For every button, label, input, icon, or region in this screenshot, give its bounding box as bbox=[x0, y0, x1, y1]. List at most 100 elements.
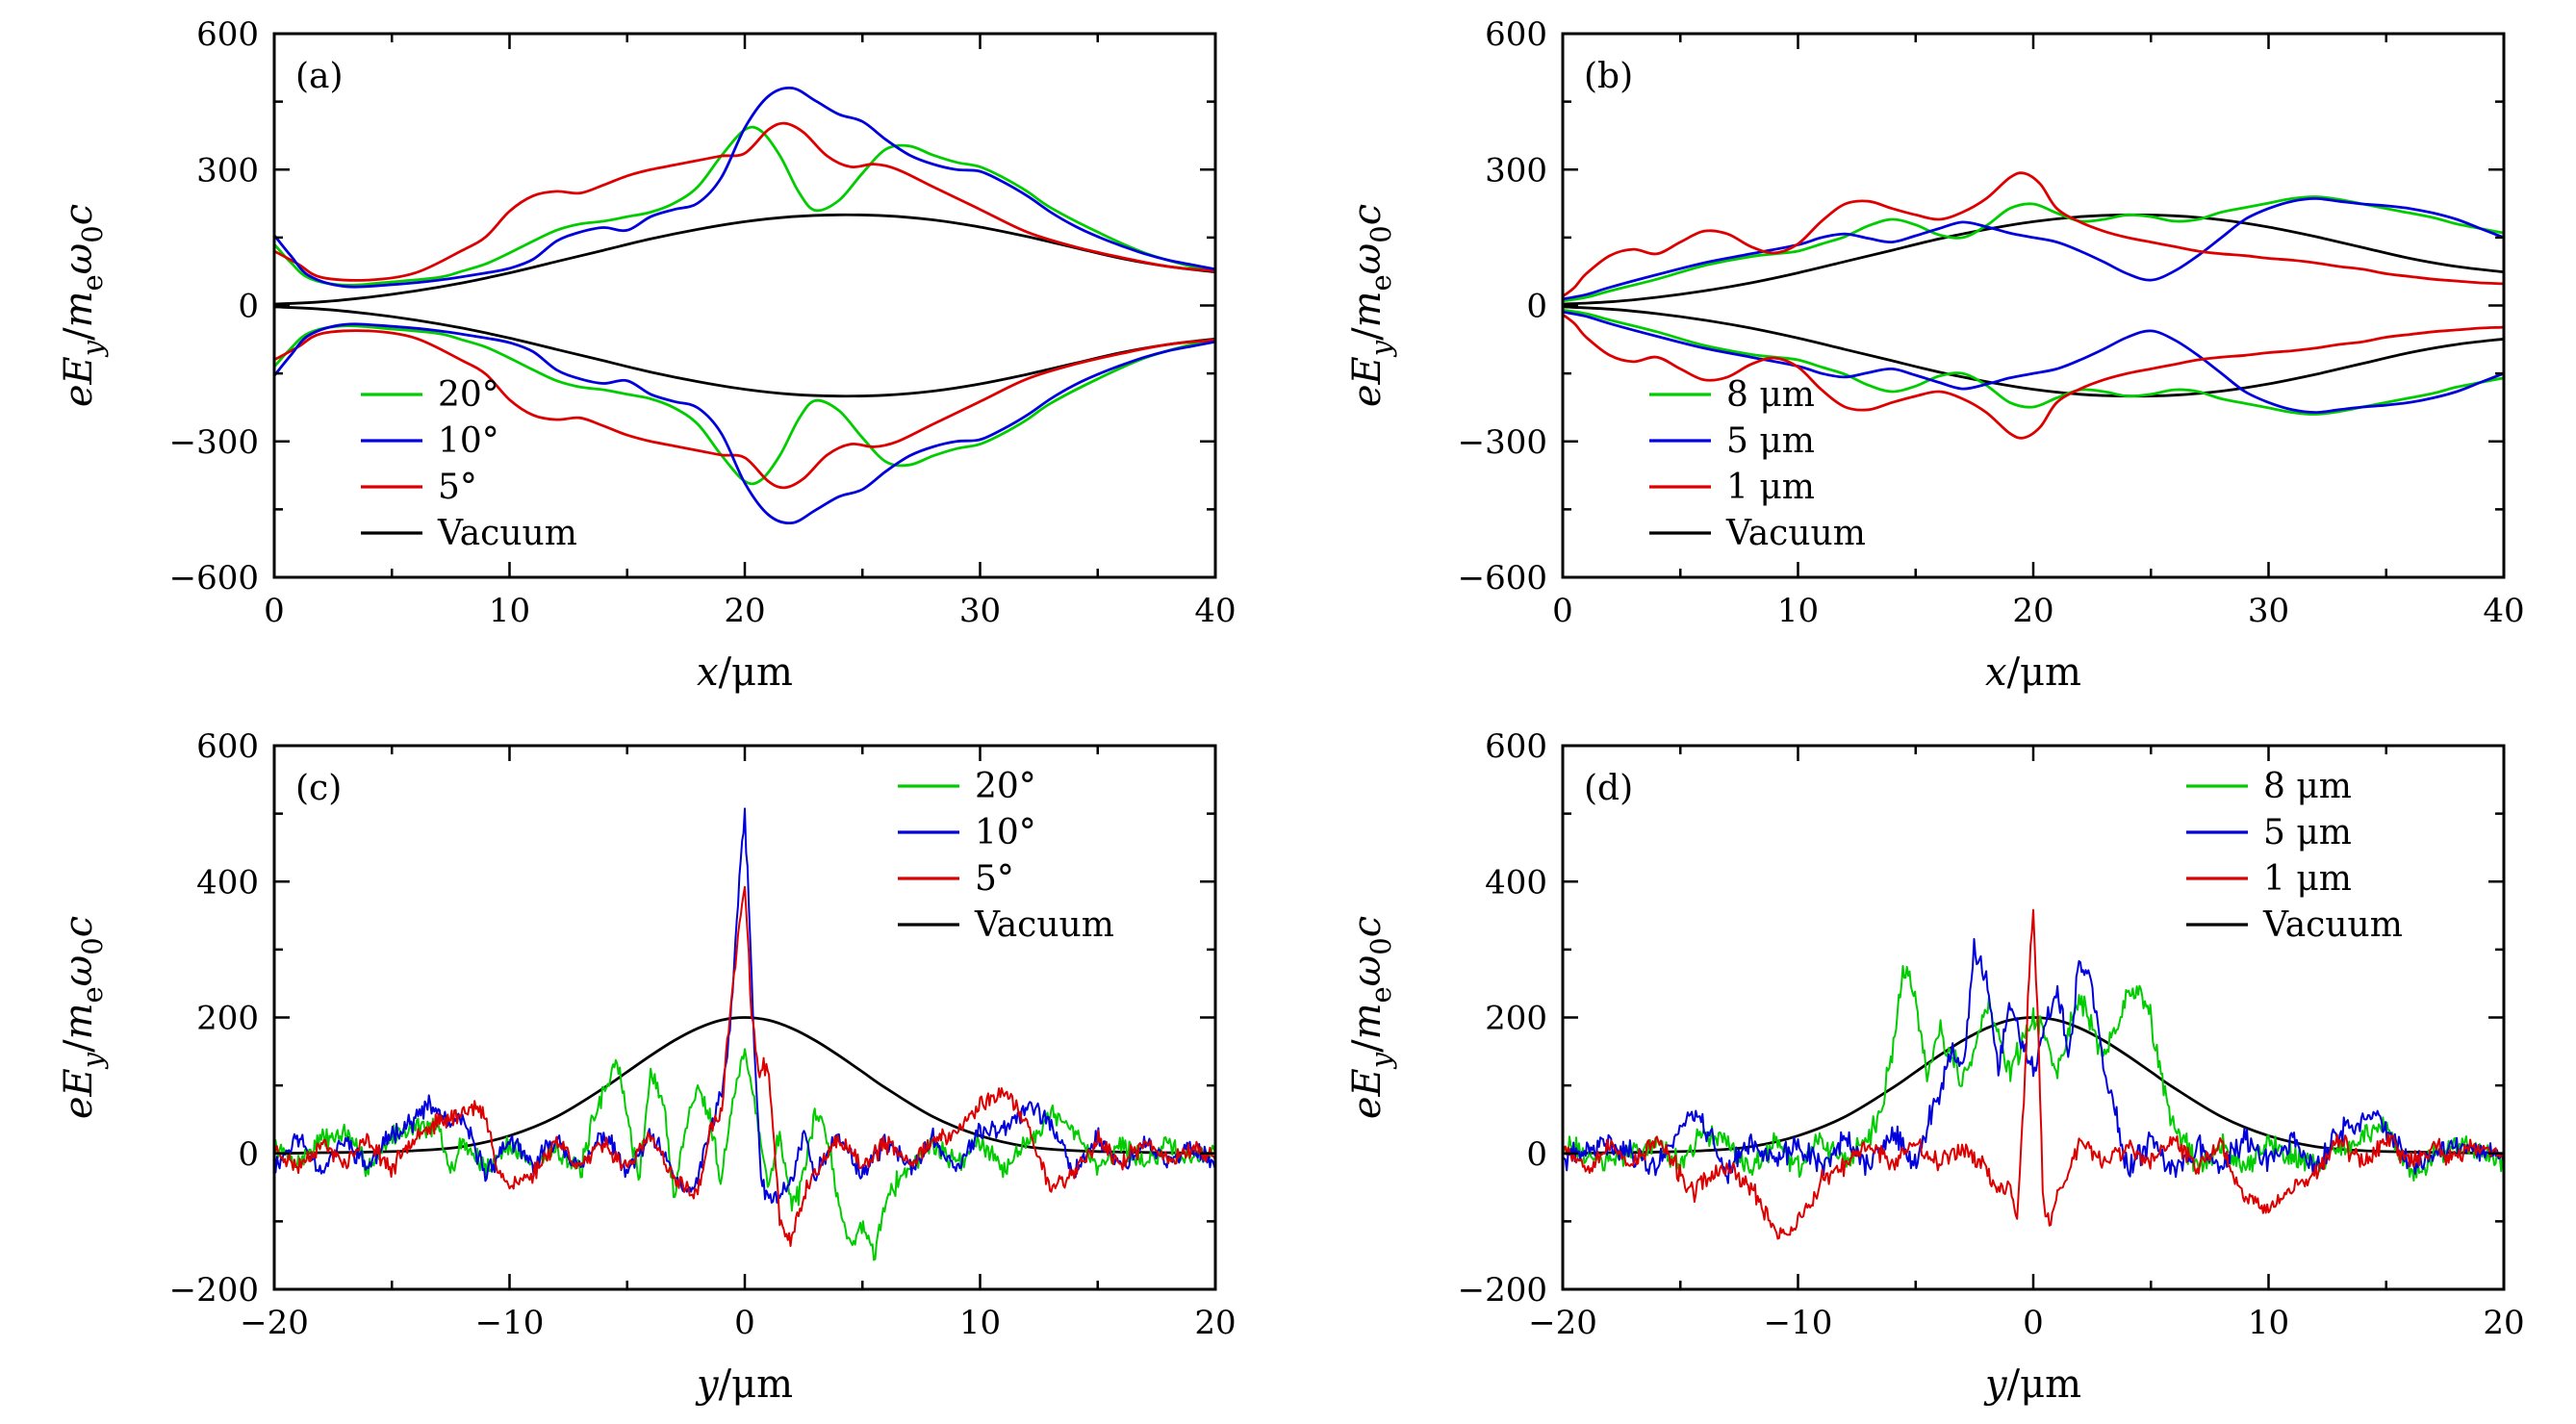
legend-label-vacuum: Vacuum bbox=[974, 905, 1114, 945]
legend-label-1-m: 1 μm bbox=[1726, 468, 1815, 507]
y-tick-label: −600 bbox=[169, 559, 259, 598]
legend-label-20: 20° bbox=[975, 767, 1036, 806]
x-tick-label: 20 bbox=[2012, 592, 2053, 630]
legend-label-10: 10° bbox=[438, 421, 499, 461]
x-tick-label: 0 bbox=[734, 1304, 755, 1342]
x-tick-label: 20 bbox=[724, 592, 765, 630]
series-5um-lower bbox=[1563, 310, 2504, 414]
chart-panel-a: 0 10 20 30 40 −600 −300 0 300 600 x/μm eEy/meω0c (a)… bbox=[0, 0, 1288, 712]
series-5deg bbox=[274, 885, 1215, 1247]
legend: 20° 10° 5° Vacuum bbox=[898, 767, 1114, 945]
chart-panel-c: −20 −10 0 10 20 −200 0 200 400 600 y/μm eEy/meω0c (c… bbox=[0, 712, 1288, 1424]
series-1um bbox=[1563, 908, 2504, 1240]
legend: 8 μm 5 μm 1 μm Vacuum bbox=[1649, 375, 1866, 553]
y-tick-label: −300 bbox=[169, 423, 259, 462]
x-tick-label: −20 bbox=[240, 1304, 309, 1342]
y-tick-label: 200 bbox=[1485, 1000, 1547, 1038]
y-tick-label: 400 bbox=[1485, 863, 1547, 902]
y-tick-label: 0 bbox=[238, 288, 259, 326]
series-5deg-lower bbox=[274, 329, 1215, 490]
y-tick-label: 0 bbox=[1526, 1135, 1547, 1174]
series-5um bbox=[1563, 937, 2504, 1184]
x-tick-label: 20 bbox=[1194, 1304, 1236, 1342]
chart-svg-b: 0 10 20 30 40 −600 −300 0 300 600 x/μm eEy/meω0c (b)… bbox=[1345, 15, 2525, 695]
panel-letter: (c) bbox=[295, 769, 342, 808]
x-axis-label: y/μm bbox=[695, 1362, 793, 1407]
series-vacuum-lower bbox=[1563, 305, 2504, 398]
x-tick-label: 20 bbox=[2483, 1304, 2524, 1342]
x-tick-label: 10 bbox=[489, 592, 530, 630]
y-tick-label: 300 bbox=[196, 151, 259, 190]
x-tick-label: 0 bbox=[264, 592, 285, 630]
legend-label-20: 20° bbox=[438, 375, 499, 415]
legend-label-1-m: 1 μm bbox=[2263, 859, 2352, 899]
x-tick-label: 30 bbox=[959, 592, 1001, 630]
series-vacuum-lower bbox=[274, 305, 1215, 398]
legend-label-8-m: 8 μm bbox=[1726, 375, 1815, 415]
series-vacuum-upper bbox=[274, 213, 1215, 306]
y-tick-label: −300 bbox=[1458, 423, 1547, 462]
legend-label-5-m: 5 μm bbox=[2263, 813, 2352, 852]
series-8um bbox=[1563, 965, 2504, 1182]
legend: 8 μm 5 μm 1 μm Vacuum bbox=[2186, 767, 2403, 945]
series-vacuum-upper bbox=[1563, 213, 2504, 306]
x-tick-label: 40 bbox=[1194, 592, 1236, 630]
legend-label-vacuum: Vacuum bbox=[1725, 514, 1866, 553]
y-tick-label: 400 bbox=[196, 863, 259, 902]
x-tick-label: 0 bbox=[1552, 592, 1573, 630]
chart-panel-d: −20 −10 0 10 20 −200 0 200 400 600 y/μm eEy/meω0c (d… bbox=[1288, 712, 2576, 1424]
series-20deg-upper bbox=[274, 125, 1215, 287]
x-axis-label: x/μm bbox=[697, 650, 793, 695]
series-1um-upper bbox=[1563, 171, 2504, 298]
series-20deg bbox=[274, 1048, 1215, 1261]
chart-svg-c: −20 −10 0 10 20 −200 0 200 400 600 y/μm eEy/meω0c (c… bbox=[57, 727, 1237, 1407]
x-tick-label: 30 bbox=[2248, 592, 2289, 630]
x-axis-label: x/μm bbox=[1985, 650, 2081, 695]
y-tick-label: 600 bbox=[1485, 15, 1547, 54]
y-tick-label: 0 bbox=[238, 1135, 259, 1174]
series-10deg bbox=[274, 807, 1215, 1204]
y-tick-label: −200 bbox=[169, 1271, 259, 1310]
legend: 20° 10° 5° Vacuum bbox=[361, 375, 577, 553]
panel-letter: (b) bbox=[1584, 57, 1633, 96]
series-5um-upper bbox=[1563, 197, 2504, 301]
y-axis-label: eEy/meω0c bbox=[1345, 916, 1397, 1119]
series-1um-lower bbox=[1563, 313, 2504, 440]
panel-letter: (d) bbox=[1584, 769, 1633, 808]
axes-box bbox=[272, 32, 1217, 579]
y-tick-label: 200 bbox=[196, 1000, 259, 1038]
chart-svg-d: −20 −10 0 10 20 −200 0 200 400 600 y/μm eEy/meω0c (d… bbox=[1345, 727, 2525, 1407]
legend-label-8-m: 8 μm bbox=[2263, 767, 2352, 806]
x-tick-label: 0 bbox=[2023, 1304, 2044, 1342]
x-tick-label: 40 bbox=[2483, 592, 2524, 630]
chart-panel-b: 0 10 20 30 40 −600 −300 0 300 600 x/μm eEy/meω0c (b)… bbox=[1288, 0, 2576, 712]
y-tick-label: −600 bbox=[1458, 559, 1547, 598]
chart-svg-a: 0 10 20 30 40 −600 −300 0 300 600 x/μm eEy/meω0c (a)… bbox=[57, 15, 1237, 695]
x-tick-label: −10 bbox=[475, 1304, 545, 1342]
x-tick-label: 10 bbox=[2248, 1304, 2289, 1342]
y-tick-label: 0 bbox=[1526, 288, 1547, 326]
series-10deg-lower bbox=[274, 322, 1215, 525]
legend-label-5: 5° bbox=[438, 468, 477, 507]
legend-label-5: 5° bbox=[975, 859, 1014, 899]
y-tick-label: 600 bbox=[196, 15, 259, 54]
y-tick-label: 600 bbox=[1485, 727, 1547, 766]
series-5deg-upper bbox=[274, 121, 1215, 282]
series-vacuum bbox=[274, 1016, 1215, 1156]
y-axis-label: eEy/meω0c bbox=[57, 204, 109, 407]
y-axis-label: eEy/meω0c bbox=[57, 916, 109, 1119]
x-axis-label: y/μm bbox=[1983, 1362, 2081, 1407]
y-tick-label: 600 bbox=[196, 727, 259, 766]
y-axis-label: eEy/meω0c bbox=[1345, 204, 1397, 407]
x-tick-label: 10 bbox=[959, 1304, 1001, 1342]
x-tick-label: −20 bbox=[1528, 1304, 1597, 1342]
x-tick-label: −10 bbox=[1764, 1304, 1833, 1342]
legend-label-vacuum: Vacuum bbox=[437, 514, 577, 553]
axes-box bbox=[1561, 32, 2506, 579]
series-20deg-lower bbox=[274, 324, 1215, 486]
y-tick-label: −200 bbox=[1458, 1271, 1547, 1310]
x-tick-label: 10 bbox=[1777, 592, 1819, 630]
legend-label-5-m: 5 μm bbox=[1726, 421, 1815, 461]
series-10deg-upper bbox=[274, 86, 1215, 289]
